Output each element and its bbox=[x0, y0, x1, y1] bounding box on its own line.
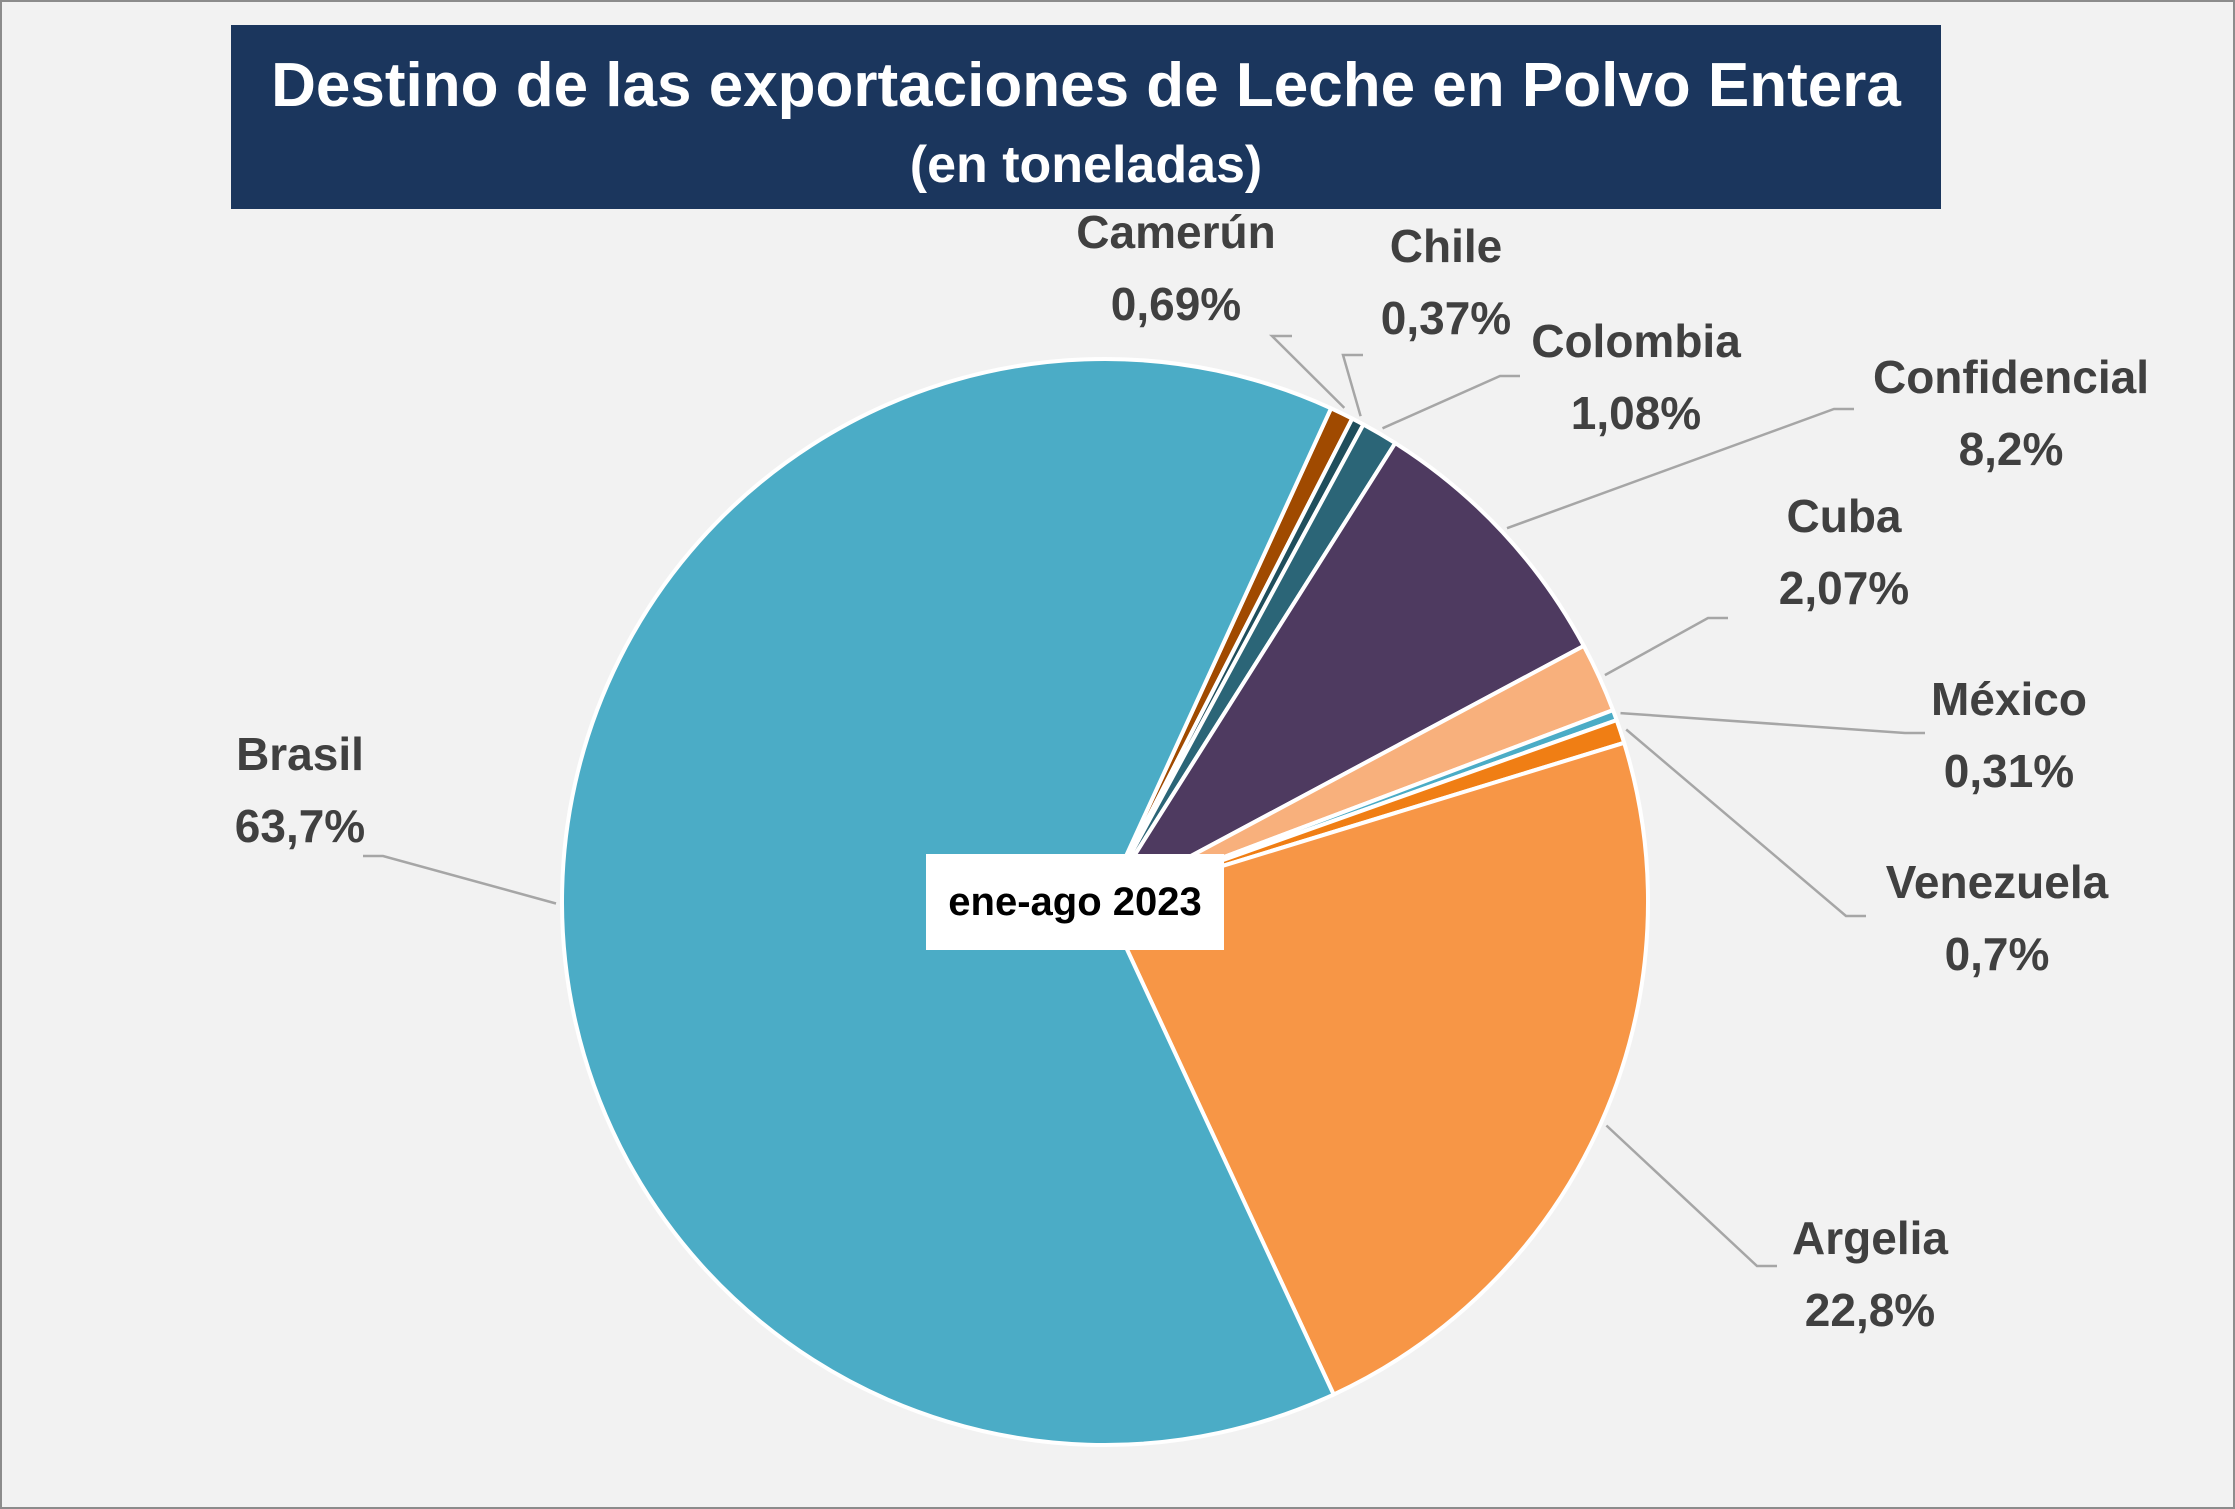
data-label-value-colombia: 1,08% bbox=[1571, 387, 1701, 439]
data-label-name-brasil: Brasil bbox=[236, 728, 364, 780]
data-label-value-argelia: 22,8% bbox=[1805, 1284, 1935, 1336]
data-label-value-mexico: 0,31% bbox=[1944, 745, 2074, 797]
data-label-value-chile: 0,37% bbox=[1381, 292, 1511, 344]
leader-line-brasil bbox=[363, 854, 557, 905]
pie-slice-confidencial bbox=[1103, 441, 1586, 904]
data-label-name-chile: Chile bbox=[1390, 220, 1502, 272]
data-label-value-cuba: 2,07% bbox=[1779, 562, 1909, 614]
data-label-name-argelia: Argelia bbox=[1792, 1212, 1948, 1264]
leader-line-argelia bbox=[1605, 1124, 1777, 1268]
pie-slices bbox=[560, 357, 1650, 1447]
data-label-value-confidencial: 8,2% bbox=[1959, 423, 2064, 475]
data-label-name-camerun: Camerún bbox=[1076, 206, 1275, 258]
leader-line-camerun bbox=[1268, 334, 1346, 409]
leader-line-chile bbox=[1341, 353, 1363, 417]
data-label-name-colombia: Colombia bbox=[1531, 315, 1741, 367]
leader-line-venezuela bbox=[1625, 728, 1866, 918]
data-label-value-brasil: 63,7% bbox=[235, 800, 365, 852]
data-label-value-venezuela: 0,7% bbox=[1945, 928, 2050, 980]
leader-line-colombia bbox=[1381, 374, 1520, 430]
data-label-name-mexico: México bbox=[1931, 673, 2087, 725]
period-label-box: ene-ago 2023 bbox=[926, 854, 1224, 950]
data-label-value-camerun: 0,69% bbox=[1111, 278, 1241, 330]
leader-line-cuba bbox=[1604, 616, 1728, 677]
period-label: ene-ago 2023 bbox=[948, 879, 1202, 924]
chart-title: Destino de las exportaciones de Leche en… bbox=[271, 51, 1901, 120]
leader-lines bbox=[363, 334, 1925, 1268]
chart-subtitle: (en toneladas) bbox=[909, 136, 1263, 194]
leader-line-confidencial bbox=[1506, 407, 1854, 530]
chart-title-box: Destino de las exportaciones de Leche en… bbox=[231, 25, 1941, 209]
data-label-name-confidencial: Confidencial bbox=[1873, 351, 2149, 403]
data-label-name-cuba: Cuba bbox=[1787, 490, 1902, 542]
data-labels: Camerún 0,69% Chile 0,37% Colombia 1,08% Confi… bbox=[235, 206, 2149, 1336]
pie-slice-argelia bbox=[1103, 740, 1650, 1397]
leader-line-mexico bbox=[1620, 711, 1925, 735]
data-label-name-venezuela: Venezuela bbox=[1886, 856, 2109, 908]
